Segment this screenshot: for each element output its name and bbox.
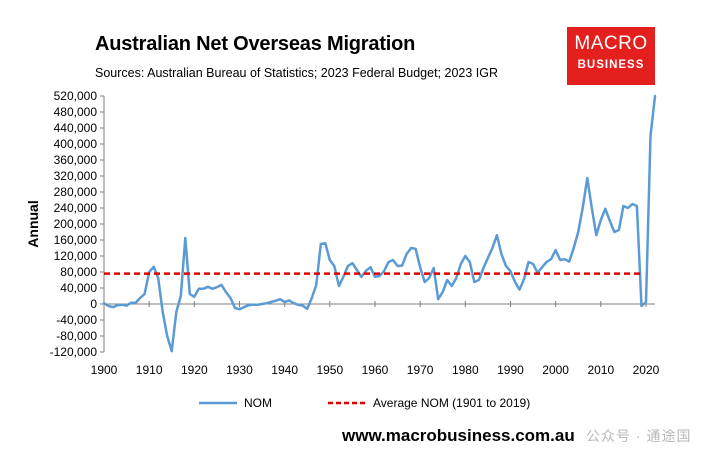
- x-tick-label: 1980: [452, 363, 479, 377]
- chart-legend: NOM Average NOM (1901 to 2019): [199, 396, 530, 410]
- chart-axes: -120,000 -80,000 -40,000 0 40,000 80,000 120,0…: [25, 89, 660, 377]
- website-url: www.macrobusiness.com.au: [342, 426, 575, 445]
- x-tick-label: 1910: [136, 363, 163, 377]
- x-tick-label: 1920: [181, 363, 208, 377]
- x-tick-label: 1990: [497, 363, 524, 377]
- y-tick-label: 0: [90, 297, 97, 311]
- y-tick-label: 480,000: [54, 105, 98, 119]
- y-tick-label: 440,000: [54, 121, 98, 135]
- chart-plot-area: [102, 94, 657, 353]
- x-tick-label: 1960: [362, 363, 389, 377]
- logo-line-1: MACRO: [574, 33, 648, 54]
- y-tick-label: 280,000: [54, 185, 98, 199]
- x-tick-label: 1970: [407, 363, 434, 377]
- chart-title: Australian Net Overseas Migration: [95, 33, 416, 55]
- y-tick-label: -120,000: [50, 345, 98, 359]
- x-tick-label: 1950: [316, 363, 343, 377]
- x-tick-label: 1900: [91, 363, 118, 377]
- nom-series-line: [102, 94, 657, 353]
- x-tick-label: 2010: [587, 363, 614, 377]
- x-tick-label: 1940: [271, 363, 298, 377]
- macrobusiness-logo: MACRO BUSINESS: [567, 27, 655, 85]
- y-axis-title: Annual: [25, 200, 41, 247]
- y-tick-label: 80,000: [60, 265, 97, 279]
- y-tick-label: 160,000: [54, 233, 98, 247]
- x-tick-label: 1930: [226, 363, 253, 377]
- y-tick-label: 520,000: [54, 89, 98, 103]
- y-tick-label: -80,000: [56, 329, 97, 343]
- logo-line-2: BUSINESS: [577, 59, 645, 71]
- y-tick-label: 400,000: [54, 137, 98, 151]
- legend-nom-label: NOM: [244, 396, 272, 410]
- watermark-text: 公众号 · 通途国: [586, 428, 692, 444]
- y-tick-label: 40,000: [60, 281, 97, 295]
- x-tick-label: 2000: [542, 363, 569, 377]
- y-tick-label: 240,000: [54, 201, 98, 215]
- y-tick-label: 320,000: [54, 169, 98, 183]
- y-tick-label: 360,000: [54, 153, 98, 167]
- x-tick-label: 2020: [633, 363, 660, 377]
- y-tick-label: 200,000: [54, 217, 98, 231]
- y-tick-label: 120,000: [54, 249, 98, 263]
- y-tick-label: -40,000: [56, 313, 97, 327]
- legend-average-label: Average NOM (1901 to 2019): [373, 396, 530, 410]
- chart-subtitle: Sources: Australian Bureau of Statistics…: [95, 66, 499, 80]
